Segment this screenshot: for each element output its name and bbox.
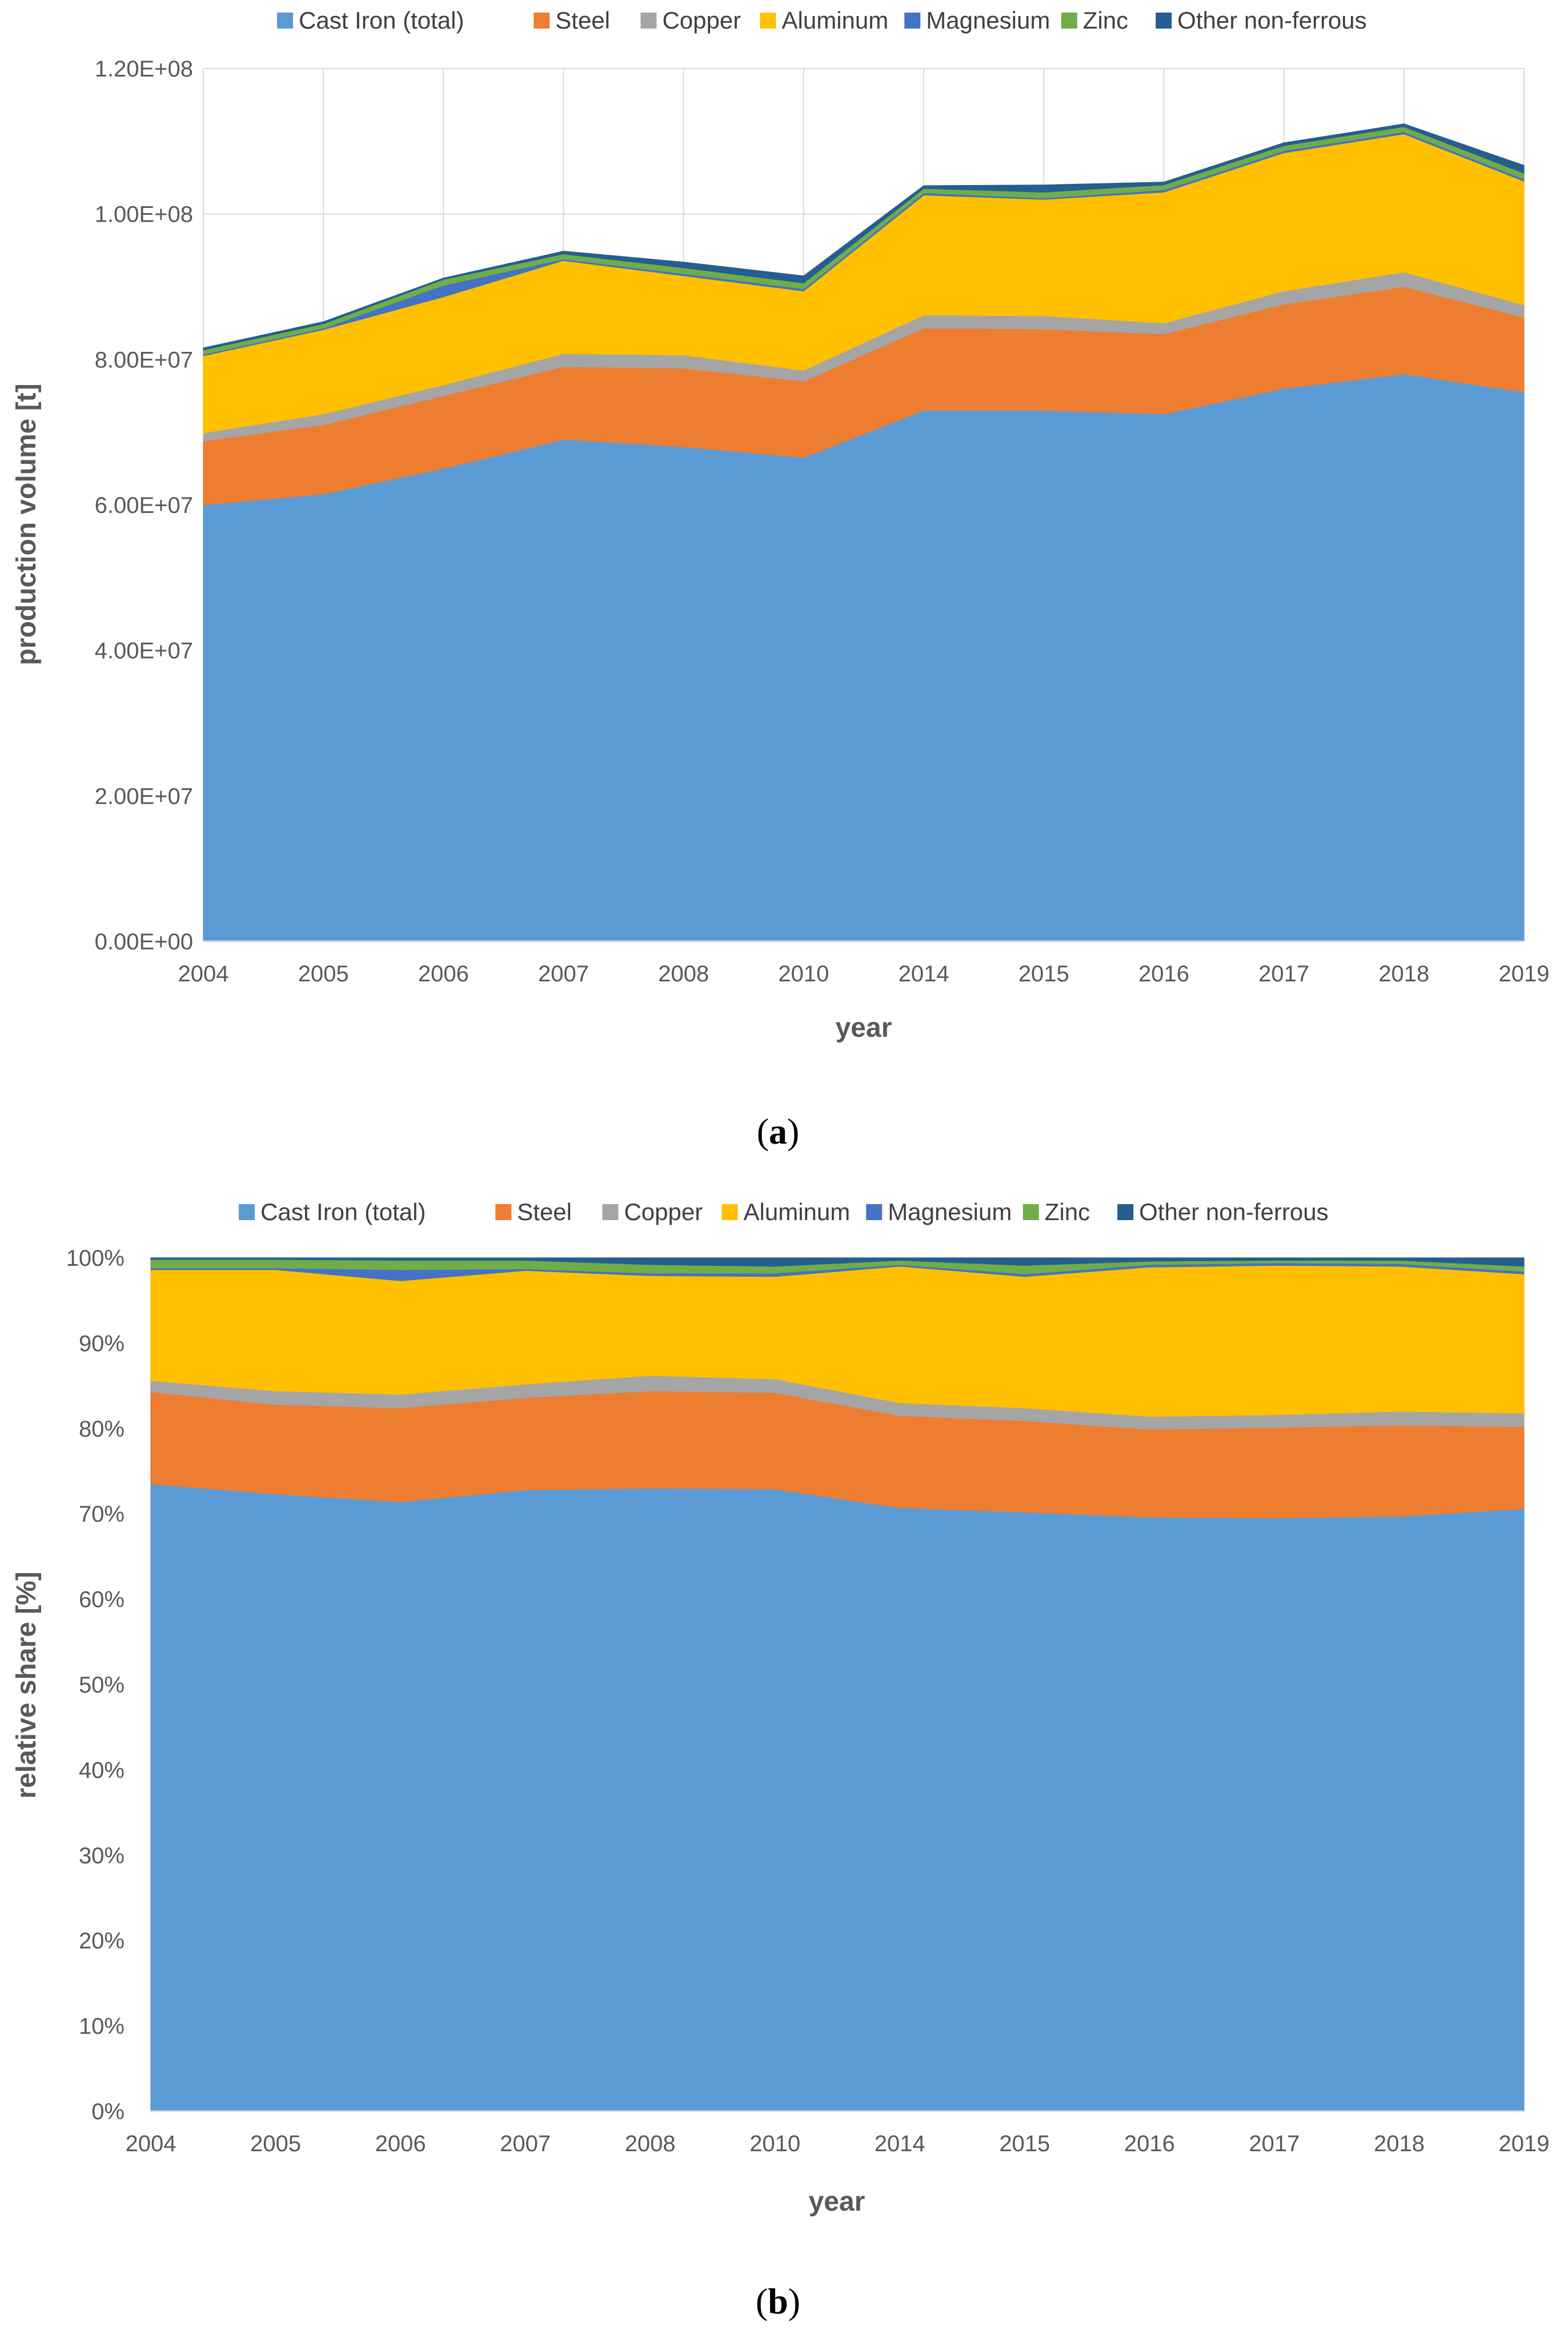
x-tick-label: 2016 [1138,961,1189,986]
legend-b: Cast Iron (total) Steel Copper Aluminum Magn… [239,1198,1329,1225]
areas-a [203,123,1525,942]
x-tick-label: 2014 [875,2131,925,2156]
area-other-non-ferrous [150,1257,1525,1267]
y-tick-label: 8.00E+07 [95,347,193,372]
x-tick-labels-b: 2004 2005 2006 2007 2008 2010 2014 2015 2016 2017… [126,2131,1550,2156]
legend-swatch-other-non-ferrous [1156,13,1172,29]
legend-swatch-aluminum [721,1204,738,1220]
y-tick-label: 1.00E+08 [95,202,193,227]
x-tick-label: 2008 [625,2131,676,2156]
x-tick-label: 2017 [1258,961,1309,986]
caption-b-letter: b [768,2281,788,2321]
x-tick-label: 2006 [375,2131,426,2156]
legend-label-other-non-ferrous: Other non-ferrous [1139,1198,1329,1225]
y-tick-label: 2.00E+07 [95,784,193,809]
x-tick-label: 2006 [418,961,469,986]
x-tick-label: 2010 [749,2131,800,2156]
legend-label-aluminum: Aluminum [744,1198,851,1225]
y-tick-label: 20% [79,1928,125,1954]
chart-b: Cast Iron (total) Steel Copper Aluminum Magn… [11,1198,1549,2217]
legend-label-steel: Steel [555,7,610,34]
x-tick-label: 2005 [298,961,349,986]
x-tick-label: 2017 [1249,2131,1300,2156]
legend-swatch-cast-iron-total [239,1204,255,1220]
legend-label-aluminum: Aluminum [782,7,889,34]
caption-b-open: ( [756,2281,768,2321]
y-tick-label: 40% [79,1758,125,1783]
x-tick-label: 2018 [1374,2131,1425,2156]
y-tick-label: 6.00E+07 [95,493,193,518]
legend-swatch-aluminum [760,13,776,29]
legend-label-zinc: Zinc [1083,7,1128,34]
y-tick-label: 10% [79,2014,125,2039]
y-tick-label: 1.20E+08 [95,57,193,82]
x-tick-label: 2015 [999,2131,1050,2156]
legend-swatch-steel [534,13,550,29]
area-cast-iron-total [150,1483,1525,2112]
x-tick-label: 2014 [899,961,949,986]
y-tick-labels-b: 0% 10% 20% 30% 40% 50% 60% 70% 80% 90% 100% [66,1246,125,2124]
x-tick-label: 2007 [538,961,589,986]
legend-label-copper: Copper [624,1198,703,1225]
legend-label-cast-iron-total: Cast Iron (total) [260,1198,426,1225]
x-tick-label: 2016 [1124,2131,1175,2156]
y-tick-label: 0% [91,2099,125,2124]
legend-swatch-magnesium [866,1204,883,1220]
x-tick-label: 2018 [1378,961,1429,986]
y-tick-label: 0.00E+00 [95,929,193,955]
legend-label-magnesium: Magnesium [888,1198,1012,1225]
legend-label-copper: Copper [662,7,741,34]
y-tick-label: 90% [79,1331,125,1356]
x-axis-title-a: year [836,1013,892,1043]
legend-swatch-copper [602,1204,619,1220]
y-tick-label: 70% [79,1502,125,1527]
legend-swatch-other-non-ferrous [1117,1204,1134,1220]
caption-b-close: ) [788,2281,800,2321]
legend-swatch-steel [495,1204,512,1220]
caption-a-close: ) [787,1111,799,1152]
chart-a: Cast Iron (total) Steel Copper Aluminum Magn… [11,7,1549,1043]
legend-label-other-non-ferrous: Other non-ferrous [1177,7,1367,34]
y-tick-label: 80% [79,1417,125,1442]
legend-label-zinc: Zinc [1045,1198,1090,1225]
x-tick-label: 2010 [778,961,829,986]
x-tick-label: 2019 [1499,2131,1550,2156]
x-tick-label: 2008 [658,961,709,986]
area-other-non-ferrous [203,123,1525,351]
legend-label-cast-iron-total: Cast Iron (total) [299,7,464,34]
legend-a: Cast Iron (total) Steel Copper Aluminum Magn… [277,7,1367,34]
y-tick-label: 100% [66,1246,125,1271]
areas-b [150,1257,1525,2112]
legend-swatch-cast-iron-total [277,13,293,29]
y-tick-label: 4.00E+07 [95,639,193,664]
caption-a-open: ( [757,1111,769,1152]
legend-swatch-zinc [1061,13,1077,29]
x-tick-label: 2007 [500,2131,551,2156]
x-axis-title-b: year [809,2187,865,2217]
y-tick-labels-a: 0.00E+00 2.00E+07 4.00E+07 6.00E+07 8.00E+07… [95,57,193,955]
caption-a-letter: a [769,1111,787,1152]
caption-b: (b) [756,2281,800,2321]
y-axis-title-a: production volume [t] [11,383,42,665]
x-tick-label: 2004 [126,2131,177,2156]
x-tick-label: 2004 [178,961,229,986]
y-tick-label: 60% [79,1587,125,1613]
x-tick-labels-a: 2004 2005 2006 2007 2008 2010 2014 2015 2016 2017… [178,961,1550,986]
x-tick-label: 2005 [250,2131,301,2156]
caption-a: (a) [757,1111,800,1152]
legend-swatch-zinc [1022,1204,1039,1220]
x-tick-label: 2019 [1499,961,1550,986]
legend-swatch-magnesium [904,13,921,29]
legend-label-magnesium: Magnesium [926,7,1050,34]
y-axis-title-b: relative share [%] [11,1571,42,1799]
y-tick-label: 50% [79,1673,125,1698]
legend-swatch-copper [640,13,657,29]
x-tick-label: 2015 [1018,961,1069,986]
legend-label-steel: Steel [517,1198,572,1225]
y-tick-label: 30% [79,1843,125,1868]
